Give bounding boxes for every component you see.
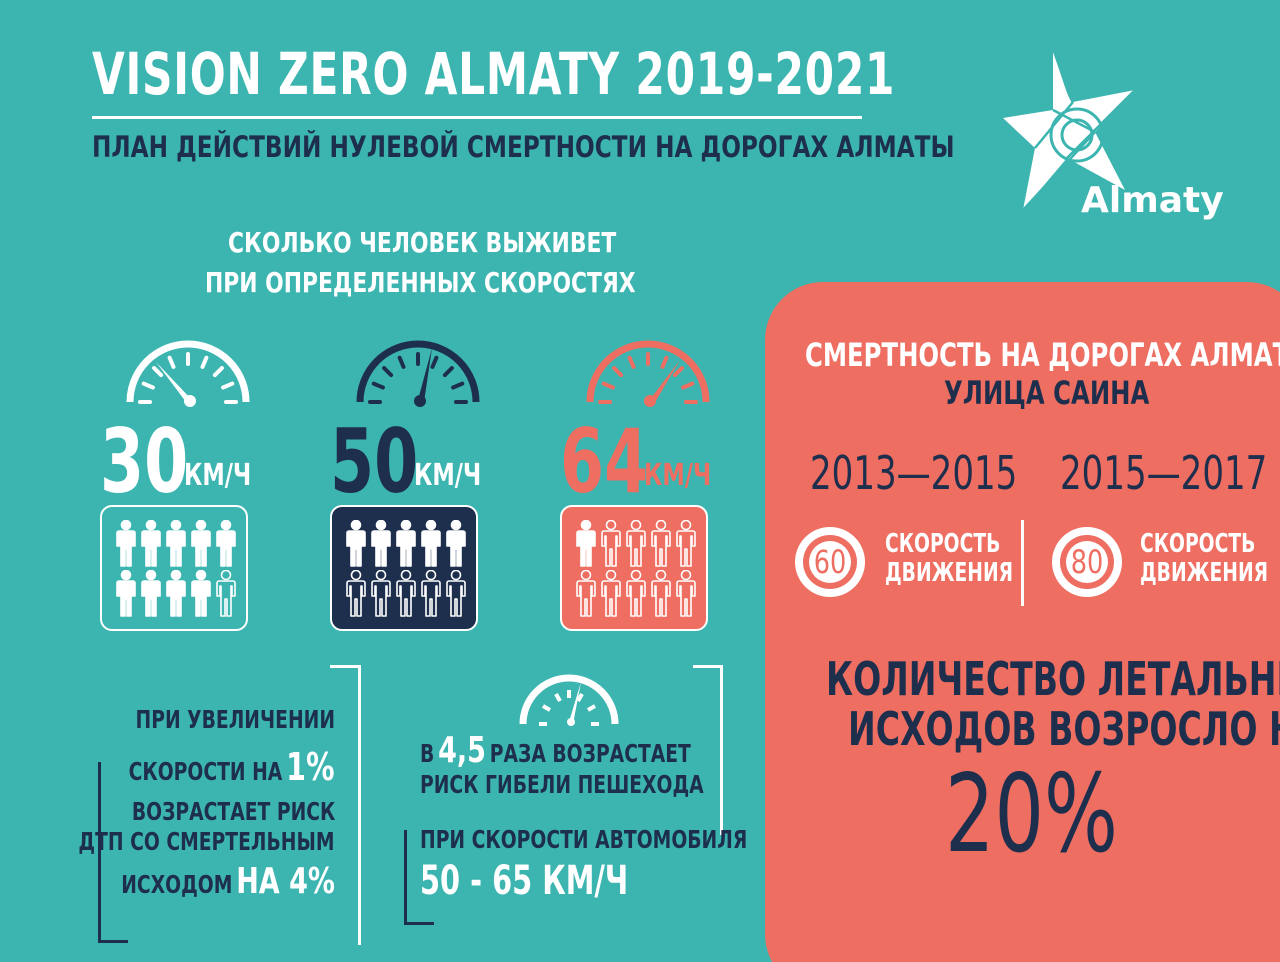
stat-left-line3: ВОЗРАСТАЕТ РИСК — [131, 797, 335, 826]
page-title: VISION ZERO ALMATY 2019-2021 — [92, 40, 896, 108]
person-survivor-icon — [418, 520, 443, 570]
stat-mid-line2: РИСК ГИБЕЛИ ПЕШЕХОДА — [420, 770, 704, 799]
person-survivor-icon — [213, 520, 238, 570]
speed-limit-value-80: 80 — [1070, 543, 1104, 581]
stat-mid-suffix: РАЗА ВОЗРАСТАЕТ — [489, 739, 691, 768]
stat-mid-value: 4,5 — [438, 730, 486, 771]
stat-mid-line4: 50 - 65 КМ/Ч — [420, 858, 629, 904]
person-survivor-icon — [369, 520, 394, 570]
bracket-line — [720, 665, 723, 835]
stat-mid-prefix: В — [420, 739, 435, 768]
survivors-box — [100, 505, 248, 631]
speed-value: 64 — [560, 410, 649, 513]
person-survivor-icon — [164, 520, 189, 570]
stat-left-value2: НА 4% — [236, 861, 335, 902]
bracket-line — [330, 665, 360, 668]
speedometer-icon — [108, 330, 268, 414]
person-survivor-icon — [574, 520, 599, 570]
speedometer-icon — [519, 674, 619, 726]
sign-divider — [1021, 520, 1024, 606]
person-victim-icon — [624, 570, 649, 620]
speedometer-small-icon — [515, 668, 623, 734]
person-victim-icon — [599, 520, 624, 570]
speedometer-icon — [568, 330, 728, 414]
speed-limit-sign-60: 60 — [795, 527, 865, 597]
result-line2: ИСХОДОВ ВОЗРОСЛО НА — [848, 702, 1280, 756]
sign2-label-line1: СКОРОСТЬ — [1140, 529, 1256, 559]
person-victim-icon — [648, 520, 673, 570]
stat-left-line4: ДТП СО СМЕРТЕЛЬНЫМ — [78, 827, 335, 856]
stat-mid-line3: ПРИ СКОРОСТИ АВТОМОБИЛЯ — [420, 825, 748, 854]
bracket-line — [404, 922, 434, 925]
speed-column-30: 30 КМ/Ч — [100, 330, 270, 635]
person-survivor-icon — [394, 520, 419, 570]
speed-limit-sign-80: 80 — [1052, 527, 1122, 597]
stat-left-line5: ИСХОДОМ — [121, 870, 233, 899]
bracket-line — [404, 830, 407, 925]
person-survivor-icon — [188, 520, 213, 570]
person-victim-icon — [418, 570, 443, 620]
person-survivor-icon — [443, 520, 468, 570]
person-victim-icon — [443, 570, 468, 620]
stat-mid-line1: В 4,5 РАЗА ВОЗРАСТАЕТ — [420, 730, 691, 771]
logo-text: Almaty — [1081, 180, 1224, 221]
sign1-label-line1: СКОРОСТЬ — [885, 529, 1001, 559]
person-survivor-icon — [164, 570, 189, 620]
person-victim-icon — [599, 570, 624, 620]
result-line1: КОЛИЧЕСТВО ЛЕТАЛЬНЫХ — [826, 652, 1280, 706]
period-1: 2013—2015 — [810, 446, 1018, 500]
person-victim-icon — [624, 520, 649, 570]
person-victim-icon — [213, 570, 238, 620]
period-2: 2015—2017 — [1060, 446, 1268, 500]
survival-heading-line2: ПРИ ОПРЕДЕЛЕННЫХ СКОРОСТЯХ — [205, 266, 636, 299]
person-survivor-icon — [139, 570, 164, 620]
person-victim-icon — [369, 570, 394, 620]
person-victim-icon — [574, 570, 599, 620]
speed-value: 50 — [330, 410, 419, 513]
stat-left-line2: СКОРОСТИ НА — [129, 757, 283, 786]
person-victim-icon — [673, 570, 698, 620]
sign2-label-line2: ДВИЖЕНИЯ — [1140, 558, 1269, 588]
panel-street: УЛИЦА САИНА — [944, 374, 1150, 412]
almaty-logo: Almaty — [995, 40, 1225, 230]
speed-unit: КМ/Ч — [184, 458, 252, 493]
person-survivor-icon — [188, 570, 213, 620]
person-survivor-icon — [344, 520, 369, 570]
bracket-line — [358, 665, 361, 945]
bracket-line — [693, 665, 723, 668]
bracket-line — [98, 940, 128, 943]
survivors-box — [330, 505, 478, 631]
survival-heading-line1: СКОЛЬКО ЧЕЛОВЕК ВЫЖИВЕТ — [228, 226, 617, 259]
page-subtitle: ПЛАН ДЕЙСТВИЙ НУЛЕВОЙ СМЕРТНОСТИ НА ДОРО… — [92, 130, 955, 164]
stat-left: ПРИ УВЕЛИЧЕНИИ СКОРОСТИ НА 1% ВОЗРАСТАЕТ… — [79, 705, 335, 920]
speed-unit: КМ/Ч — [414, 458, 482, 493]
bracket-line — [98, 762, 101, 942]
speed-unit: КМ/Ч — [644, 458, 712, 493]
person-survivor-icon — [114, 520, 139, 570]
sign1-label-line2: ДВИЖЕНИЯ — [885, 558, 1014, 588]
panel-title: СМЕРТНОСТЬ НА ДОРОГАХ АЛМАТЫ — [805, 336, 1280, 374]
speed-value: 30 — [100, 410, 189, 513]
speed-column-64: 64 КМ/Ч — [560, 330, 730, 635]
person-victim-icon — [344, 570, 369, 620]
person-victim-icon — [394, 570, 419, 620]
person-victim-icon — [648, 570, 673, 620]
speed-column-50: 50 КМ/Ч — [330, 330, 500, 635]
stat-left-value1: 1% — [286, 745, 335, 789]
stat-left-line1: ПРИ УВЕЛИЧЕНИИ — [135, 705, 335, 734]
title-underline — [92, 116, 862, 119]
speed-limit-value-60: 60 — [813, 543, 847, 581]
person-survivor-icon — [114, 570, 139, 620]
person-victim-icon — [673, 520, 698, 570]
survivors-box — [560, 505, 708, 631]
speedometer-icon — [338, 330, 498, 414]
person-survivor-icon — [139, 520, 164, 570]
result-value: 20% — [945, 752, 1118, 877]
sayina-panel — [765, 282, 1280, 962]
almaty-star-logo-icon — [1003, 47, 1136, 211]
